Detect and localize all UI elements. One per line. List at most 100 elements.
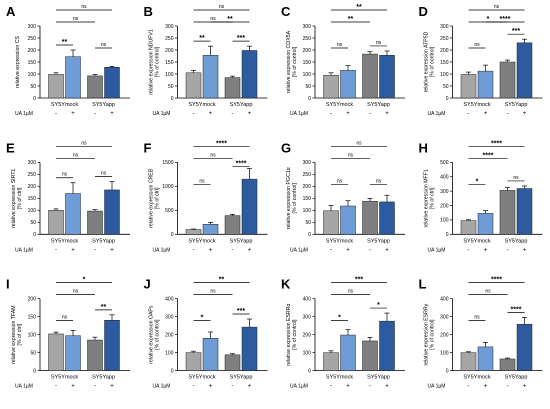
ua-sign: + — [346, 111, 350, 117]
y-tick-label: 300 — [440, 314, 449, 320]
significance-label: ** — [219, 277, 225, 284]
y-axis-label: relative expression CREB — [149, 168, 155, 228]
ua-label: UA 1µM — [428, 247, 446, 253]
ua-sign: + — [110, 384, 114, 390]
group-label-app: SY5Yapp — [230, 238, 253, 244]
ua-sign: - — [193, 247, 195, 253]
significance-label: ns — [101, 42, 107, 48]
y-tick-label: 150 — [28, 196, 37, 202]
panel-letter: G — [281, 140, 291, 155]
bar — [323, 74, 339, 99]
y-tick-label: 50 — [305, 84, 311, 90]
group-label-mock: SY5Ymock — [51, 102, 78, 108]
group-label-mock: SY5Ymock — [463, 102, 490, 108]
bar — [362, 200, 378, 235]
ua-sign: - — [507, 384, 509, 390]
y-axis-label-2: [% of control] — [430, 319, 436, 350]
bar — [185, 72, 202, 99]
y-tick-label: 0 — [33, 96, 36, 102]
significance-label: ns — [376, 40, 382, 46]
significance-label: ns — [474, 315, 480, 321]
group-label-app: SY5Yapp — [367, 375, 390, 381]
significance-label: ns — [513, 175, 519, 181]
y-tick-label: 100 — [165, 350, 174, 356]
ua-sign: + — [110, 111, 114, 117]
significance-label: ** — [199, 35, 205, 42]
significance-label: **** — [511, 306, 522, 313]
significance-label: * — [83, 277, 86, 284]
ua-sign: - — [55, 111, 57, 117]
y-axis-label: relative expression ESRRα — [286, 304, 292, 366]
panel-letter: K — [281, 277, 291, 292]
bar — [460, 74, 477, 99]
panel-letter: F — [144, 140, 152, 155]
y-tick-label: 150 — [440, 60, 449, 66]
y-tick-label: 250 — [28, 36, 37, 42]
y-axis-label: relative expression OAPs — [149, 305, 155, 364]
bar — [460, 352, 477, 371]
bar — [65, 193, 81, 235]
significance-label: ns — [337, 178, 343, 184]
significance-label: **** — [491, 277, 502, 284]
group-label-app: SY5Yapp — [92, 102, 115, 108]
y-tick-label: 0 — [446, 368, 449, 374]
panel-letter: L — [419, 277, 427, 292]
significance-label: ns — [485, 289, 491, 295]
significance-label: ns — [73, 16, 79, 22]
y-tick-label: 200 — [165, 332, 174, 338]
ua-sign: + — [385, 384, 389, 390]
bar — [477, 70, 494, 99]
y-tick-label: 300 — [440, 24, 449, 30]
y-tick-label: 200 — [28, 184, 37, 190]
panel-letter: A — [6, 4, 16, 19]
y-tick-label: 400 — [440, 175, 449, 181]
significance-label: ns — [62, 315, 68, 321]
significance-label: ns — [73, 152, 79, 158]
significance-label: ** — [227, 16, 233, 23]
y-tick-label: 0 — [171, 368, 174, 374]
y-tick-label: 100 — [28, 72, 37, 78]
significance-label: ns — [199, 178, 205, 184]
ua-sign: + — [346, 384, 350, 390]
ua-sign: + — [523, 247, 527, 253]
bar — [499, 190, 516, 235]
y-tick-label: 200 — [165, 48, 174, 54]
significance-label: ns — [376, 178, 382, 184]
significance-label: **** — [216, 140, 227, 147]
y-tick-label: 0 — [446, 232, 449, 238]
bar — [379, 55, 395, 99]
y-tick-label: 50 — [30, 84, 36, 90]
y-tick-label: 300 — [165, 314, 174, 320]
y-axis-label: relative expression NDUFV1 — [149, 29, 155, 95]
panel-letter: J — [144, 277, 151, 292]
bar — [362, 340, 378, 371]
y-tick-label: 200 — [303, 332, 312, 338]
y-tick-label: 300 — [440, 189, 449, 195]
significance-label: * — [201, 315, 204, 322]
group-label-mock: SY5Ymock — [188, 238, 215, 244]
bar — [185, 229, 202, 235]
y-tick-label: 0 — [171, 232, 174, 238]
y-tick-label: 100 — [303, 350, 312, 356]
bar — [87, 339, 103, 371]
y-tick-label: 300 — [28, 24, 37, 30]
y-tick-label: 100 — [28, 208, 37, 214]
y-tick-label: 200 — [440, 203, 449, 209]
bar — [323, 352, 339, 371]
ua-sign: - — [94, 384, 96, 390]
ua-sign: + — [71, 111, 75, 117]
ua-sign: + — [484, 384, 488, 390]
y-tick-label: 100 — [28, 332, 37, 338]
panel-letter: B — [144, 4, 153, 19]
ua-sign: + — [209, 247, 213, 253]
bar — [241, 326, 258, 371]
group-label-mock: SY5Ymock — [463, 238, 490, 244]
ua-sign: - — [330, 384, 332, 390]
ua-label: UA 1µM — [153, 384, 171, 390]
bar — [87, 75, 103, 99]
y-axis-label-2: [% of ctrl] — [17, 323, 23, 345]
